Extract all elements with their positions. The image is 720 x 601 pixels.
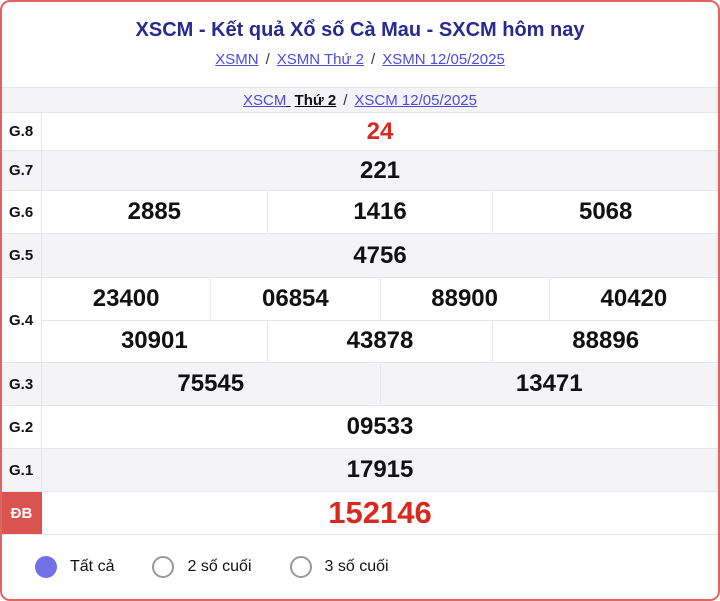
prize-label-special: ĐB — [2, 492, 42, 534]
filter-bar: Tất cả 2 số cuối 3 số cuối — [2, 535, 718, 599]
breadcrumb-link-xscm-thu2[interactable]: XSCM Thứ 2 — [243, 92, 336, 109]
breadcrumb-separator: / — [343, 91, 348, 109]
prize-row-g7: G.7 221 — [2, 151, 718, 191]
breadcrumb-link-xsmn-date[interactable]: XSMN 12/05/2025 — [382, 51, 505, 68]
breadcrumb-link-xsmn-thu2[interactable]: XSMN Thứ 2 — [276, 51, 365, 68]
prize-number: 4756 — [353, 241, 407, 269]
prize-label: G.5 — [2, 234, 42, 277]
page-header: XSCM - Kết quả Xổ số Cà Mau - SXCM hôm n… — [2, 2, 718, 87]
radio-unselected-icon[interactable] — [152, 556, 175, 578]
prize-number: 88900 — [379, 278, 549, 320]
prize-row-g1: G.1 17915 — [2, 449, 718, 492]
prize-row-g2: G.2 09533 — [2, 406, 718, 449]
breadcrumb-bold-thu2: Thứ 2 — [294, 91, 337, 109]
breadcrumb-separator: / — [371, 51, 376, 68]
filter-option-label: Tất cả — [70, 558, 115, 575]
prize-number: 06854 — [210, 278, 379, 320]
prize-number: 30901 — [120, 327, 188, 355]
breadcrumb-primary: XSMN / XSMN Thứ 2 / XSMN 12/05/2025 — [215, 51, 505, 68]
prize-number: 13471 — [379, 363, 719, 405]
filter-option-label: 2 số cuối — [187, 558, 252, 575]
prize-label: G.8 — [2, 113, 42, 150]
filter-option-last3[interactable]: 3 số cuối — [289, 556, 389, 578]
prize-number: 43878 — [266, 320, 493, 362]
filter-option-label: 3 số cuối — [324, 558, 389, 575]
prize-number: 17915 — [346, 456, 414, 483]
prize-label: G.3 — [2, 363, 42, 405]
filter-option-all[interactable]: Tất cả — [35, 556, 114, 578]
prize-row-g8: G.8 24 — [2, 113, 718, 151]
prize-label: G.6 — [2, 191, 42, 233]
prize-label: G.4 — [2, 278, 42, 362]
breadcrumb-link-xsmn[interactable]: XSMN — [215, 51, 259, 68]
results-table: G.8 24 G.7 221 G.6 2885 1416 5068 G.5 47… — [2, 113, 718, 535]
prize-label: G.1 — [2, 449, 42, 491]
prize-number: 1416 — [266, 191, 493, 233]
prize-number: 88896 — [492, 320, 718, 362]
prize-row-g5: G.5 4756 — [2, 234, 718, 278]
prize-label: G.7 — [2, 151, 42, 190]
radio-selected-icon[interactable] — [35, 556, 57, 578]
page-title: XSCM - Kết quả Xổ số Cà Mau - SXCM hôm n… — [135, 19, 585, 41]
radio-unselected-icon[interactable] — [289, 556, 312, 578]
prize-row-g3: G.3 75545 13471 — [2, 363, 718, 406]
prize-row-g4: G.4 23400 06854 88900 40420 30901 43878 … — [2, 278, 718, 363]
prize-number: 40420 — [548, 278, 718, 320]
prize-number: 24 — [366, 117, 394, 145]
breadcrumb-separator: / — [265, 51, 270, 68]
prize-number: 5068 — [492, 191, 718, 233]
prize-number: 09533 — [346, 413, 414, 440]
prize-row-db: ĐB 152146 — [2, 492, 718, 535]
prize-number: 221 — [359, 156, 401, 184]
breadcrumb-link-xscm-date[interactable]: XSCM 12/05/2025 — [354, 91, 477, 109]
filter-option-last2[interactable]: 2 số cuối — [152, 556, 252, 578]
prize-label: G.2 — [2, 406, 42, 448]
prize-number: 2885 — [127, 198, 182, 225]
prize-row-g6: G.6 2885 1416 5068 — [2, 191, 718, 234]
breadcrumb-link-xscm[interactable]: XSCM — [243, 91, 287, 109]
breadcrumb-secondary: XSCM Thứ 2 / XSCM 12/05/2025 — [2, 87, 718, 113]
prize-number-special: 152146 — [328, 495, 432, 530]
prize-number: 75545 — [177, 370, 245, 397]
prize-number: 23400 — [92, 284, 160, 312]
